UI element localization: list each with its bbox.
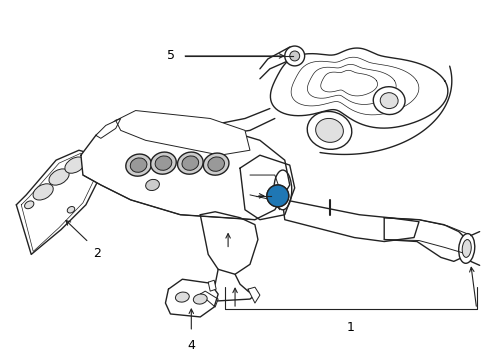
Ellipse shape (207, 157, 224, 171)
Polygon shape (16, 150, 105, 255)
Ellipse shape (380, 93, 397, 109)
Polygon shape (247, 287, 260, 303)
Circle shape (284, 46, 304, 66)
Ellipse shape (24, 201, 34, 209)
Polygon shape (240, 155, 294, 220)
Text: 3: 3 (240, 189, 247, 202)
Ellipse shape (306, 111, 351, 149)
Polygon shape (384, 218, 468, 261)
Ellipse shape (372, 87, 404, 114)
Ellipse shape (67, 207, 75, 213)
Ellipse shape (175, 292, 189, 302)
Ellipse shape (266, 185, 288, 207)
Polygon shape (165, 279, 218, 317)
Ellipse shape (182, 156, 198, 170)
Ellipse shape (145, 179, 159, 190)
Ellipse shape (33, 184, 53, 200)
Text: 2: 2 (93, 247, 101, 261)
Polygon shape (96, 118, 121, 138)
Ellipse shape (273, 170, 291, 210)
Ellipse shape (461, 239, 470, 257)
Ellipse shape (150, 152, 176, 174)
Polygon shape (116, 111, 249, 155)
Polygon shape (200, 291, 218, 307)
Polygon shape (208, 280, 216, 291)
Ellipse shape (155, 156, 171, 170)
Text: 1: 1 (346, 321, 354, 334)
Ellipse shape (65, 157, 85, 173)
Polygon shape (270, 48, 447, 128)
Ellipse shape (177, 152, 203, 174)
Ellipse shape (193, 294, 207, 304)
Text: 5: 5 (167, 49, 175, 63)
Ellipse shape (266, 185, 288, 207)
Polygon shape (81, 116, 289, 220)
Text: 6: 6 (224, 255, 232, 269)
Polygon shape (200, 212, 257, 274)
Ellipse shape (458, 234, 474, 263)
Ellipse shape (203, 153, 228, 175)
Ellipse shape (130, 158, 146, 172)
Ellipse shape (125, 154, 151, 176)
Ellipse shape (82, 164, 91, 172)
Text: 4: 4 (187, 339, 195, 352)
Circle shape (289, 51, 299, 61)
Ellipse shape (49, 169, 69, 185)
Polygon shape (279, 180, 418, 242)
Ellipse shape (315, 118, 343, 142)
